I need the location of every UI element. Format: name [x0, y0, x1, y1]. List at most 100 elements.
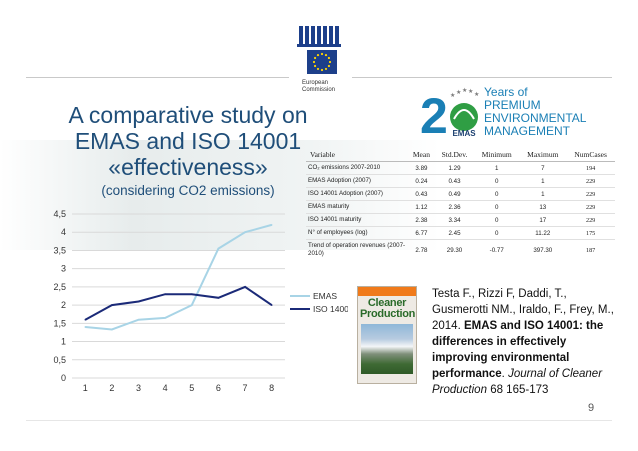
value-cell: 397.30: [519, 239, 567, 260]
value-cell: 13: [519, 200, 567, 214]
table-row: EMAS maturity 1.12 2.36 0 13 229: [306, 200, 615, 214]
journal-cover: Cleaner Production: [357, 286, 417, 384]
emas-line-1: Years of: [484, 85, 528, 99]
value-cell: 2.38: [407, 213, 435, 227]
column-header: Std.Dev.: [434, 148, 475, 162]
value-cell: 229: [566, 200, 615, 214]
value-cell: 0: [474, 174, 520, 188]
emas-anniversary-logo: 2 EMAS ★ ★ ★ ★ ★: [420, 87, 479, 143]
value-cell: 1: [519, 187, 567, 201]
y-tick-label: 3,5: [53, 245, 66, 255]
column-header: Mean: [407, 148, 435, 162]
value-cell: 187: [566, 239, 615, 260]
value-cell: 0: [474, 226, 520, 240]
slide-title-line-2: EMAS and ISO 14001: [74, 128, 302, 154]
y-tick-label: 0: [61, 373, 66, 383]
data-point: [244, 286, 246, 288]
data-point: [111, 304, 113, 306]
emas-line-2: PREMIUM: [484, 98, 541, 112]
cover-title-line-2: Production: [360, 308, 416, 320]
value-cell: 0.24: [407, 174, 435, 188]
value-cell: 7: [519, 161, 567, 175]
x-tick-label: 1: [83, 383, 88, 393]
variable-cell: ISO 14001 maturity: [306, 213, 408, 227]
emas-digit: 2: [420, 88, 448, 143]
variable-cell: ISO 14001 Adoption (2007): [306, 187, 408, 201]
value-cell: 11.22: [519, 226, 567, 240]
x-tick-label: 7: [243, 383, 248, 393]
x-tick-label: 2: [109, 383, 114, 393]
value-cell: 1.29: [434, 161, 475, 175]
svg-text:★: ★: [474, 91, 479, 98]
comparison-line-chart: 0 0,5 1 1,5 2 2,5 3 3,5 4 4,5 1 2 3 4 5 6 7 8: [53, 209, 285, 393]
variable-cell: N° of employees (log): [306, 226, 408, 240]
table-row: ISO 14001 maturity 2.38 3.34 0 17 229: [306, 213, 615, 227]
european-commission-logo: [297, 26, 341, 74]
data-point: [84, 326, 87, 328]
value-cell: 0.49: [434, 187, 475, 201]
table-row: EMAS Adoption (2007) 0.24 0.43 0 1 229: [306, 174, 615, 188]
data-point: [137, 300, 140, 303]
value-cell: 1: [519, 174, 567, 188]
slide-title-line-3: «effectiveness»: [108, 154, 268, 180]
value-cell: 0: [474, 200, 520, 214]
variable-cell: EMAS Adoption (2007): [306, 174, 408, 188]
value-cell: 0.43: [407, 187, 435, 201]
x-tick-label: 6: [216, 383, 221, 393]
value-cell: 17: [519, 213, 567, 227]
value-cell: 29.30: [434, 239, 475, 260]
column-header: Maximum: [519, 148, 567, 162]
series-line-1: [84, 285, 273, 321]
data-point: [191, 304, 193, 306]
value-cell: 2.36: [434, 200, 475, 214]
data-point: [137, 318, 140, 321]
legend-label: ISO 14001: [313, 304, 348, 314]
emas-line-3: ENVIRONMENTAL: [484, 111, 587, 125]
value-cell: 3.89: [407, 161, 435, 175]
ec-name-line-1: European: [302, 80, 329, 86]
svg-text:★: ★: [468, 88, 473, 95]
citation-title: EMAS and ISO 14001: the differences in e…: [432, 320, 604, 380]
cover-title-line-1: Cleaner: [367, 297, 407, 309]
emas-badge-label: EMAS: [452, 129, 476, 138]
cover-title: Cleaner Production: [360, 297, 416, 320]
header-divider-right: [352, 77, 612, 78]
value-cell: 229: [566, 187, 615, 201]
y-tick-label: 3: [61, 264, 66, 274]
value-cell: 175: [566, 226, 615, 240]
value-cell: 1: [474, 161, 520, 175]
y-tick-label: 4: [61, 227, 66, 237]
citation-authors: Testa F., Rizzi F, Daddi, T., Gusmerotti…: [432, 288, 614, 332]
x-tick-label: 3: [136, 383, 141, 393]
ec-name: European Commission: [302, 80, 335, 94]
value-cell: 229: [566, 174, 615, 188]
table-row: Trend of operation revenues (2007-2010) 2…: [306, 239, 615, 260]
table-row: CO₂ emissions 2007-2010 3.89 1.29 1 7 194: [306, 161, 615, 175]
value-cell: 2.45: [434, 226, 475, 240]
footer-divider: [26, 420, 612, 421]
data-point: [164, 317, 166, 319]
column-header: Variable: [306, 148, 408, 162]
data-point: [270, 304, 273, 306]
variable-cell: EMAS maturity: [306, 200, 408, 214]
column-header: Minimum: [474, 148, 520, 162]
data-point: [84, 318, 87, 321]
value-cell: 0.43: [434, 174, 475, 188]
cover-band: [358, 287, 416, 296]
y-tick-label: 1,5: [53, 318, 66, 328]
value-cell: 2.78: [407, 239, 435, 260]
cover-photo: [361, 324, 413, 374]
svg-text:★: ★: [450, 92, 455, 99]
citation-journal: Journal of Cleaner Production: [432, 368, 603, 396]
variable-cell: CO₂ emissions 2007-2010: [306, 161, 408, 175]
value-cell: 1.12: [407, 200, 435, 214]
value-cell: 6.77: [407, 226, 435, 240]
y-tick-label: 2: [61, 300, 66, 310]
y-tick-label: 4,5: [53, 209, 66, 219]
ec-name-line-2: Commission: [302, 87, 336, 93]
data-point: [217, 247, 220, 250]
value-cell: 0: [474, 213, 520, 227]
svg-text:★: ★: [456, 89, 461, 96]
value-cell: 0: [474, 187, 520, 201]
table-row: N° of employees (log) 6.77 2.45 0 11.22 175: [306, 226, 615, 240]
